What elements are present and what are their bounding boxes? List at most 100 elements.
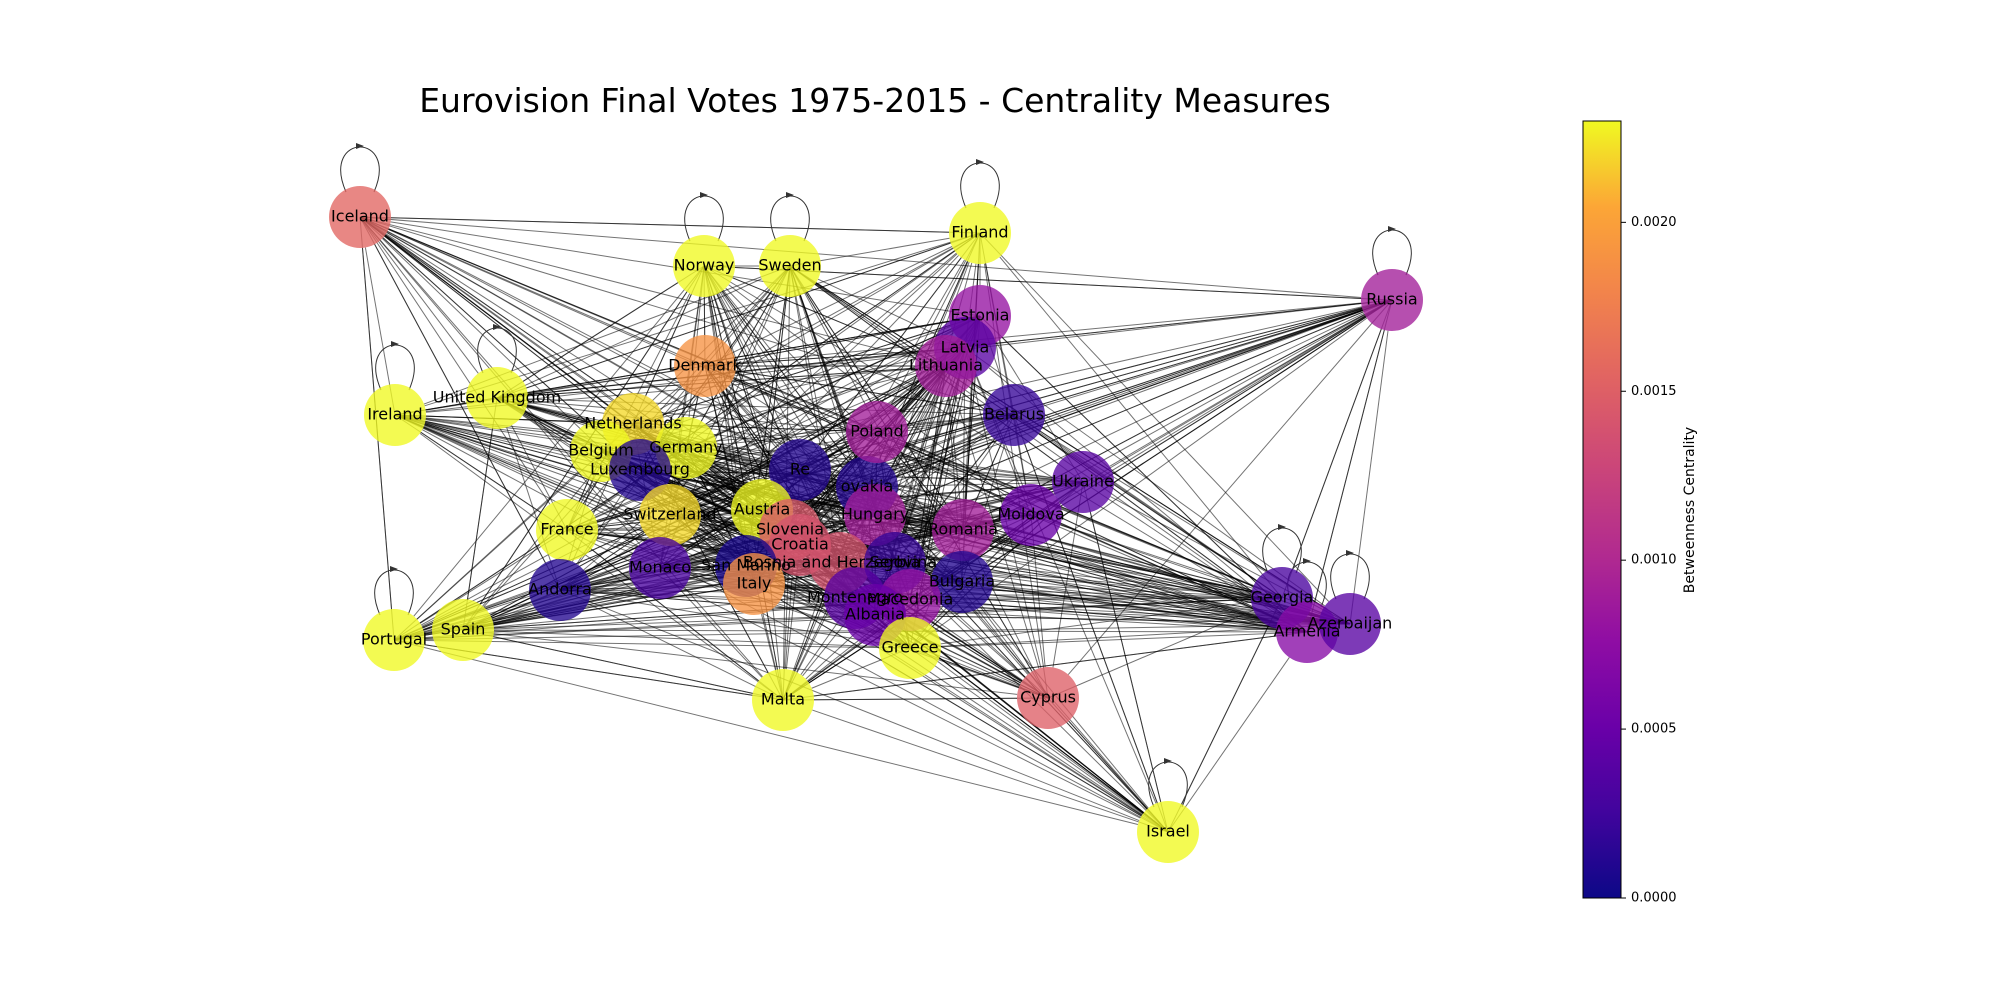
edge [359, 216, 985, 407]
edge [866, 309, 1363, 488]
self-loop-arrowhead [1278, 524, 1286, 530]
self-loop [374, 569, 414, 616]
self-loop-arrowhead [356, 143, 364, 149]
colorbar-ticks: 0.0000 0.0005 0.0010 0.0015 0.0020 [1621, 215, 1677, 906]
self-loop [770, 195, 810, 242]
edge [462, 428, 493, 631]
edge [979, 232, 1330, 602]
edge [386, 232, 801, 471]
edge [388, 228, 706, 367]
node-label: Finland [951, 223, 1008, 242]
node-russia [1361, 269, 1423, 331]
edge [1013, 308, 1363, 416]
edge [670, 414, 1015, 466]
node-label: Monaco [629, 558, 691, 577]
node-bulgaria [931, 551, 993, 613]
node-label: Ukraine [1052, 472, 1114, 491]
edge [704, 349, 935, 367]
edge [1167, 657, 1290, 833]
edge [1349, 330, 1389, 625]
node-united-kingdom [466, 367, 528, 429]
edge [721, 290, 868, 488]
node-finland [949, 202, 1011, 264]
self-loop-arrowhead [786, 192, 794, 198]
node-andorra [529, 559, 591, 621]
node-france [536, 499, 598, 561]
node-label: Russia [1366, 290, 1417, 309]
edge [591, 548, 784, 701]
edge [462, 629, 753, 694]
node-label: Belarus [984, 405, 1044, 424]
node-label: Poland [850, 422, 903, 441]
self-loop [1330, 553, 1370, 600]
node-monaco [629, 537, 691, 599]
node-label: Switzerland [623, 505, 716, 524]
edge [812, 709, 1169, 833]
nodes-layer [329, 186, 1423, 863]
edge [527, 398, 1015, 416]
edge [690, 570, 1351, 625]
edge [799, 257, 962, 471]
edge [424, 639, 911, 649]
self-loop [340, 146, 380, 193]
node-sweden [759, 235, 821, 297]
node-label: Albania [845, 605, 905, 624]
edge [462, 567, 865, 631]
edge [496, 278, 762, 399]
edge [462, 629, 1018, 695]
edge [909, 647, 1144, 815]
node-label: Macedonia [867, 590, 954, 609]
node-label: Croatia [771, 535, 829, 554]
node-label: Romania [928, 520, 998, 539]
edge [627, 232, 981, 436]
node-belarus [983, 384, 1045, 446]
node-label: Spain [441, 620, 486, 639]
edge [1281, 328, 1382, 599]
edge [704, 246, 953, 367]
edge [374, 244, 561, 591]
edge [704, 302, 1362, 367]
node-ireland [364, 384, 426, 446]
edge [735, 370, 1015, 416]
node-label: Moldova [997, 505, 1064, 524]
node-israel [1137, 801, 1199, 863]
node-label: Ireland [367, 405, 422, 424]
node-hungary [844, 484, 906, 546]
node-norway [673, 235, 735, 297]
edge [359, 216, 479, 374]
edge [1306, 329, 1385, 633]
node-label: Norway [674, 256, 735, 275]
node-romania [932, 499, 994, 561]
edge [566, 360, 938, 531]
self-loop-arrowhead [1346, 550, 1354, 556]
edge [496, 397, 847, 430]
node-denmark [674, 335, 736, 397]
edge [905, 443, 1283, 599]
node-moldova [1000, 484, 1062, 546]
colorbar-tick-label: 0.0010 [1631, 553, 1677, 568]
self-loops-layer [340, 143, 1412, 808]
edge [566, 377, 918, 531]
node-malta [752, 669, 814, 731]
node-label: Hungary [841, 505, 909, 524]
node-spain [432, 599, 494, 661]
edge [992, 585, 1308, 633]
edge [559, 589, 1140, 822]
node-label: San Marino [701, 556, 791, 575]
self-loop-arrowhead [391, 341, 399, 347]
node-label: Italy [737, 574, 772, 593]
node-label: Portugal [361, 630, 427, 649]
edge [462, 615, 845, 631]
edge [904, 444, 1308, 633]
edge [1030, 514, 1279, 621]
node-label: United Kingdom [433, 388, 561, 407]
node-label: Denmark [668, 356, 742, 375]
node-label: Latvia [941, 338, 990, 357]
edge [632, 354, 935, 425]
edge [559, 252, 957, 591]
node-label: Austria [734, 500, 791, 519]
node-poland [846, 401, 908, 463]
node-label: Greece [882, 638, 939, 657]
node-label: Israel [1146, 822, 1190, 841]
self-loop [1372, 229, 1412, 276]
